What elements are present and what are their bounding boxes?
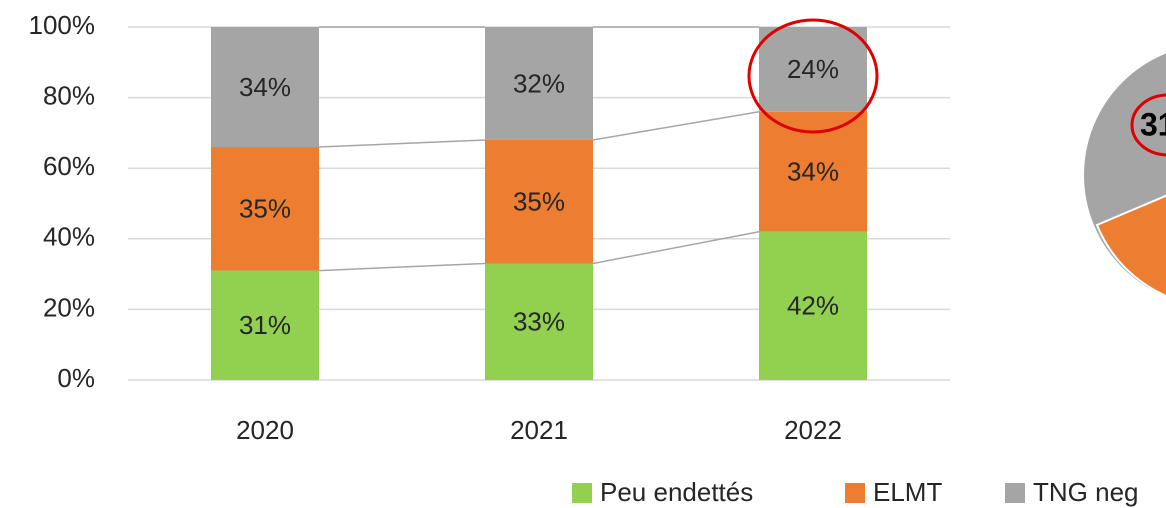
- legend-label: TNG neg: [1033, 477, 1139, 507]
- y-tick-label: 20%: [43, 292, 95, 322]
- y-tick-label: 0%: [57, 363, 95, 393]
- data-label: 31%: [239, 310, 291, 340]
- highlight-circle: [1130, 93, 1166, 157]
- legend-swatch: [845, 483, 865, 503]
- x-tick-label: 2020: [236, 415, 294, 445]
- x-tick-label: 2021: [510, 415, 568, 445]
- bar-segment: [485, 27, 593, 140]
- data-label: 35%: [513, 187, 565, 217]
- pie-label: 31: [1140, 106, 1166, 142]
- bar-segment: [485, 139, 593, 264]
- legend-swatch: [572, 483, 592, 503]
- data-label: 34%: [239, 72, 291, 102]
- data-label: 24%: [787, 54, 839, 84]
- legend-label: Peu endettés: [600, 477, 753, 507]
- y-tick-label: 100%: [29, 10, 96, 40]
- connector-line: [318, 139, 486, 148]
- legend-label: ELMT: [873, 477, 942, 507]
- pie-fragment: 31: [1082, 51, 1166, 299]
- data-label: 33%: [513, 307, 565, 337]
- highlight-circle: [747, 18, 879, 134]
- data-label: 34%: [787, 157, 839, 187]
- connector-line: [592, 110, 760, 141]
- bar-segment: [211, 270, 319, 380]
- y-tick-label: 60%: [43, 151, 95, 181]
- y-tick-label: 80%: [43, 80, 95, 110]
- bar-segment: [211, 27, 319, 148]
- bar-segment: [759, 231, 867, 380]
- legend-swatch: [1005, 483, 1025, 503]
- bar-segment: [211, 147, 319, 271]
- connector-line: [592, 231, 760, 265]
- data-label: 32%: [513, 68, 565, 98]
- data-label: 42%: [787, 291, 839, 321]
- pie-slice: [1095, 194, 1166, 297]
- connector-line: [318, 262, 486, 272]
- data-label: 35%: [239, 194, 291, 224]
- bar-segment: [759, 27, 867, 112]
- y-tick-label: 40%: [43, 222, 95, 252]
- x-tick-label: 2022: [784, 415, 842, 445]
- bar-segment: [485, 263, 593, 380]
